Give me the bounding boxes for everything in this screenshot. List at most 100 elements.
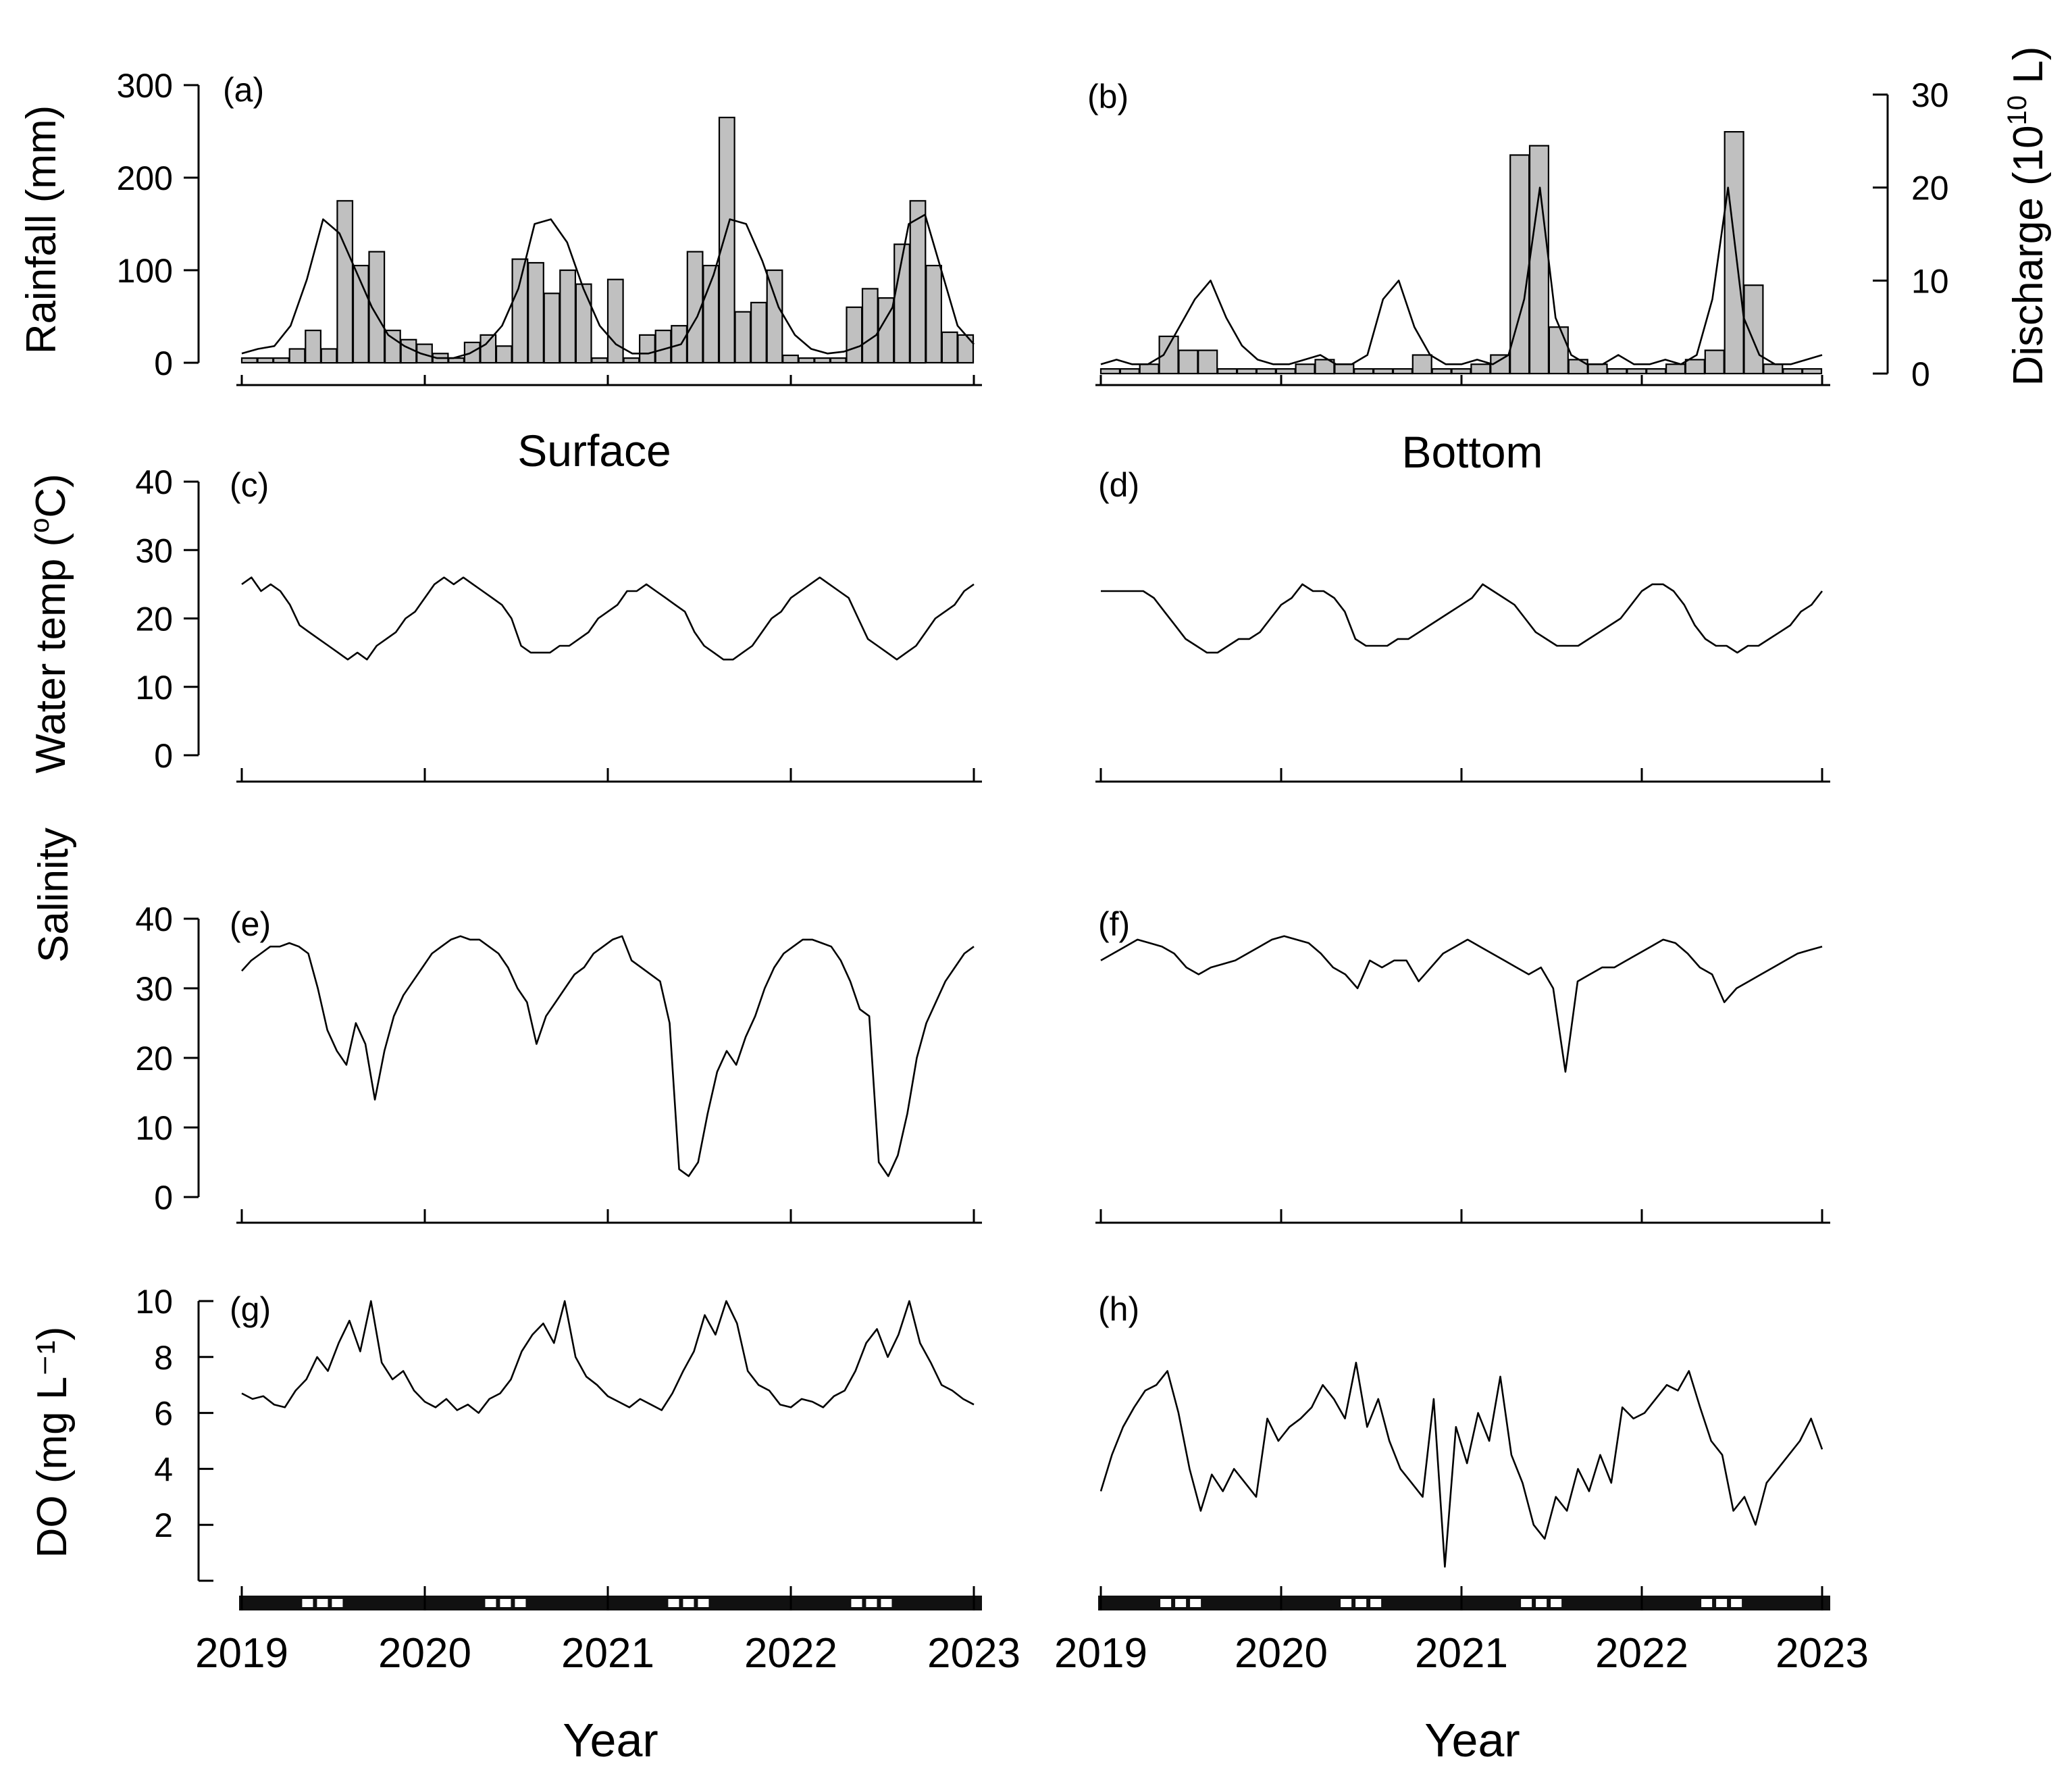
water-temp-axis-title: Water temp (oC) (25, 474, 74, 773)
discharge-bar (1178, 349, 1199, 375)
panel-a-y-tick-label: 100 (117, 252, 173, 290)
panel-g-y-tick-label: 6 (154, 1395, 173, 1433)
panel-g-season-cell (881, 1599, 892, 1607)
discharge-bar (1217, 367, 1238, 375)
panel-b-y-tick-label: 0 (1911, 355, 1930, 393)
rainfall-bar (718, 116, 735, 364)
rainfall-bar (638, 334, 656, 364)
rainfall-bar (925, 265, 943, 364)
discharge-bar (1626, 367, 1647, 375)
panel-g-season-cell (851, 1599, 862, 1607)
discharge-bar (1372, 367, 1394, 375)
panel-a-y-tick-label: 200 (117, 159, 173, 197)
discharge-line (1100, 186, 1823, 365)
discharge-bar (1782, 367, 1803, 375)
rainfall-bar (559, 269, 576, 364)
rainfall-bar (782, 354, 799, 364)
panel-h-season-cell (1370, 1599, 1382, 1607)
rainfall-bar (606, 278, 624, 364)
panel-h-season-cell (1521, 1599, 1532, 1607)
bottom-salinity-line (1100, 935, 1823, 1073)
discharge-bar (1665, 363, 1686, 375)
bottom-year-label: 2020 (1235, 1630, 1328, 1677)
surface-do-line (241, 1300, 975, 1414)
panel-h-season-cell (1716, 1599, 1728, 1607)
panel-h-season-cell (1175, 1599, 1187, 1607)
x-axis-title-bottom: Year (1424, 1714, 1520, 1767)
panel-a-y-tick-label: 300 (117, 67, 173, 105)
discharge-bar (1548, 326, 1569, 375)
discharge-bar (1275, 367, 1296, 375)
panel-h-season-cell (1731, 1599, 1742, 1607)
discharge-bar (1392, 367, 1413, 375)
panel-h-season-cell (1536, 1599, 1547, 1607)
discharge-bar (1197, 349, 1218, 375)
panel-label-c: (c) (230, 466, 269, 504)
rainfall-bar (320, 348, 338, 364)
discharge-bar (1411, 354, 1432, 375)
discharge-bar (1334, 363, 1355, 375)
discharge-bar (1587, 363, 1608, 375)
discharge-bar (1353, 367, 1374, 375)
surface-title: Surface (517, 426, 671, 476)
discharge-bar (1255, 367, 1276, 375)
discharge-bar (1431, 367, 1452, 375)
panel-c-y-tick-label: 30 (135, 532, 173, 569)
panel-g-season-cell (668, 1599, 679, 1607)
discharge-axis-title: Discharge (1010 L) (2002, 47, 2052, 386)
discharge-bar (1607, 367, 1628, 375)
bottom-temp-line (1101, 583, 1823, 654)
rainfall-bar (273, 357, 290, 363)
panel-label-h: (h) (1098, 1290, 1139, 1328)
rainfall-bar (384, 330, 401, 364)
rainfall-bar (336, 200, 354, 364)
bottom-title: Bottom (1401, 427, 1543, 477)
water-temp-axis-title-main: Water temp ( (28, 532, 74, 773)
panel-h-season-cell (1355, 1599, 1367, 1607)
water-temp-axis-title-unit: C) (28, 474, 74, 517)
panel-e-y-tick-label: 10 (135, 1109, 173, 1147)
bottom-year-label: 2023 (1776, 1630, 1869, 1677)
do-axis-title: DO (mg L⁻¹) (29, 1327, 76, 1558)
panel-b-y-tick-label: 30 (1911, 76, 1949, 114)
surface-year-label: 2020 (378, 1630, 471, 1677)
panel-g-season-cell (485, 1599, 496, 1607)
panel-g-season-cell (866, 1599, 877, 1607)
rainfall-bar (511, 258, 529, 364)
rainfall-bar (909, 200, 927, 364)
rainfall-bar (766, 269, 783, 364)
discharge-bar (1763, 363, 1784, 375)
panel-g-y-tick-label: 4 (154, 1450, 173, 1488)
discharge-bar (1451, 367, 1472, 375)
surface-year-label: 2021 (561, 1630, 654, 1677)
discharge-axis-title-main: Discharge (10 (2005, 125, 2052, 386)
discharge-bar (1528, 145, 1549, 375)
rainfall-bar (750, 301, 767, 363)
rainfall-bar (543, 293, 561, 364)
panel-label-g: (g) (230, 1290, 271, 1328)
surface-year-label: 2019 (195, 1630, 288, 1677)
rainfall-bar (654, 330, 672, 364)
discharge-bar (1099, 367, 1120, 375)
panel-label-d: (d) (1098, 466, 1139, 504)
panel-c-y-tick-label: 40 (135, 463, 173, 501)
rainfall-bar (240, 357, 258, 363)
panel-c-y-tick-label: 0 (154, 737, 173, 775)
panel-h-season-cell (1701, 1599, 1713, 1607)
discharge-bar (1724, 131, 1744, 375)
rainfall-bar (288, 348, 306, 364)
rainfall-bar (495, 345, 513, 364)
discharge-bar (1646, 367, 1667, 375)
bottom-year-label: 2022 (1595, 1630, 1688, 1677)
rainfall-bar (957, 334, 975, 364)
discharge-bar (1743, 284, 1764, 375)
panel-g-season-cell (332, 1599, 343, 1607)
rainfall-bar (941, 331, 958, 364)
panel-g-season-cell (698, 1599, 709, 1607)
surface-salinity-line (241, 935, 975, 1177)
panel-label-f: (f) (1098, 905, 1130, 943)
rainfall-bar (591, 357, 608, 363)
water-temp-axis-title-sup: o (25, 518, 55, 533)
salinity-axis-title: Salinity (30, 828, 77, 963)
panel-c-y-tick-label: 10 (135, 669, 173, 707)
